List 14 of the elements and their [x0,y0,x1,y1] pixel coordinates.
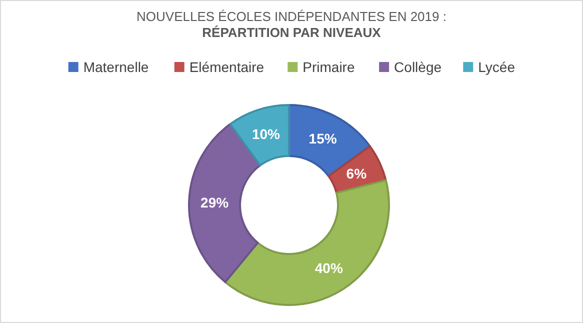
legend-label: Elémentaire [189,59,264,75]
legend-label: Maternelle [83,59,149,75]
data-label: 10% [252,126,281,142]
donut-slice [229,104,290,166]
data-label: 15% [308,130,338,147]
chart-subtitle: RÉPARTITION PAR NIVEAUX [202,25,382,40]
data-label: 6% [346,165,368,182]
data-label: 40% [314,260,344,276]
donut-slice [288,104,371,178]
legend-label: Lycée [478,59,516,75]
chart-title: NOUVELLES ÉCOLES INDÉPENDANTES EN 2019 : [136,9,446,24]
legend-label: Collège [394,59,442,75]
data-label: 29% [200,194,230,211]
legend-label: Primaire [302,59,355,75]
